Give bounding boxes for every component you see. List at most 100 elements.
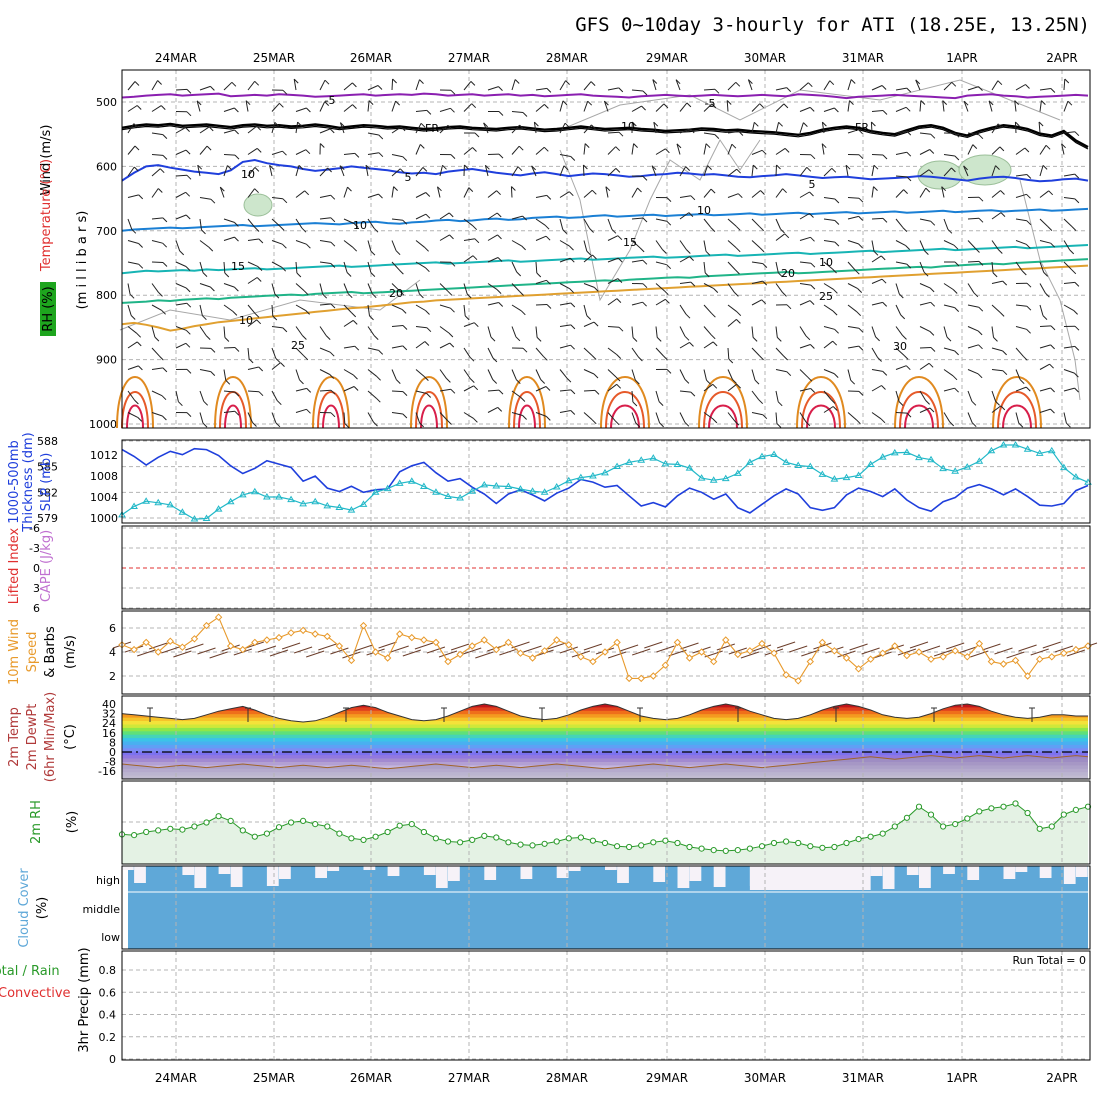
ylabel-lifted-index: Lifted Index [7, 527, 22, 604]
upper-barb-flag [234, 391, 240, 397]
upper-barb [915, 79, 921, 91]
upper-barb-flag [954, 155, 960, 161]
wind10m-point [613, 638, 621, 647]
slp-point [299, 499, 308, 507]
rh2m-point [758, 843, 766, 850]
upper-barb-flag [437, 186, 442, 192]
upper-barb-flag [783, 103, 789, 109]
upper-barb [439, 212, 450, 220]
wind10m-point [552, 636, 561, 644]
upper-barb-flag [186, 89, 192, 94]
ylabel-rh: RH (%) [41, 286, 56, 331]
upper-barb [197, 165, 201, 177]
upper-barb [319, 389, 332, 392]
upper-barb [487, 302, 499, 306]
upper-barb [511, 111, 524, 113]
precip-ytick-1: 0.2 [99, 1031, 117, 1044]
rh2m-point [698, 845, 705, 852]
cloud-high-gap-38 [1039, 866, 1052, 878]
upper-barb [343, 319, 354, 327]
bl-loop-0-2 [126, 404, 144, 429]
upper-barb [199, 145, 208, 155]
upper-barb-flag [485, 164, 490, 170]
slp-point [504, 482, 513, 489]
upper-barb [991, 369, 1003, 372]
upper-barb-flag [705, 143, 711, 149]
rh2m-point [155, 827, 162, 834]
temp-band-12 [122, 744, 1088, 749]
cloud-high-gap-23 [689, 866, 702, 881]
rh-contour-line-0 [559, 79, 1061, 131]
wind10m-barb [547, 642, 566, 650]
upper-barb [703, 88, 716, 91]
upper-barb-flag [162, 262, 168, 267]
wind10m-point [939, 653, 947, 661]
upper-barb-flag [929, 407, 935, 413]
upper-barb-flag [252, 422, 257, 427]
upper-barb [1063, 281, 1075, 284]
upper-barb-flag [185, 214, 191, 220]
upper-barb-flag [992, 272, 998, 278]
upper-barb-flag [186, 174, 192, 180]
wind10m-barb [173, 650, 192, 658]
upper-barb-flag [497, 234, 502, 240]
upper-barb [559, 218, 564, 230]
slp-point [818, 470, 827, 477]
upper-barb [607, 278, 619, 284]
wind10m-point [830, 647, 839, 655]
upper-barb-flag [354, 345, 360, 351]
upper-barb [583, 124, 592, 134]
rh2m-point [336, 830, 343, 837]
upper-barb [679, 326, 686, 337]
upper-barb-flag [972, 144, 978, 149]
slp-ytick-1: 1004 [90, 491, 118, 504]
upper-barb [1015, 369, 1021, 380]
upper-barb [199, 85, 211, 91]
isotherm-label-7: 10 [697, 204, 711, 217]
upper-barb [631, 412, 637, 424]
wind10m-barb [438, 650, 458, 658]
slp-point [190, 515, 199, 522]
upper-barb-flag [162, 367, 168, 373]
upper-barb [607, 383, 618, 392]
upper-barb-flag [834, 198, 840, 204]
upper-barb [847, 240, 859, 245]
upper-barb-flag [786, 371, 792, 377]
slp-point [275, 493, 283, 500]
upper-barb-flag [201, 229, 206, 235]
bl-loop-4-2 [518, 404, 536, 429]
upper-barb [487, 190, 497, 198]
upper-barb-flag [753, 121, 759, 127]
slp-point [576, 473, 585, 481]
rh2m-point [517, 841, 524, 848]
upper-barb [676, 143, 681, 155]
cloud-high-gap-4 [218, 866, 231, 874]
upper-barb-flag [210, 286, 215, 292]
upper-barb-flag [231, 81, 237, 87]
upper-barb-flag [736, 319, 741, 324]
upper-barb [871, 186, 874, 198]
rh2m-point [903, 814, 911, 821]
upper-barb [775, 147, 786, 155]
upper-barb-flag [472, 225, 478, 231]
upper-barb-flag [324, 101, 330, 106]
upper-barb [991, 405, 1002, 413]
upper-barb-flag [954, 387, 959, 393]
upper-barb [391, 325, 404, 327]
upper-barb-flag [642, 301, 647, 307]
slp-point [432, 488, 440, 495]
rh2m-point [1024, 809, 1031, 817]
upper-barb [151, 168, 161, 177]
upper-barb [679, 341, 690, 349]
wind10m-point [685, 654, 694, 662]
upper-barb-flag [519, 291, 524, 296]
upper-barb-flag [850, 79, 856, 84]
upper-barb [559, 191, 570, 198]
wind10m-barb [450, 643, 470, 651]
bl-loop-8-1 [899, 391, 939, 429]
slp-point [733, 469, 742, 476]
upper-barb-flag [1002, 370, 1008, 376]
upper-barb [535, 304, 548, 306]
upper-barb [343, 240, 354, 248]
upper-barb-flag [473, 385, 479, 391]
